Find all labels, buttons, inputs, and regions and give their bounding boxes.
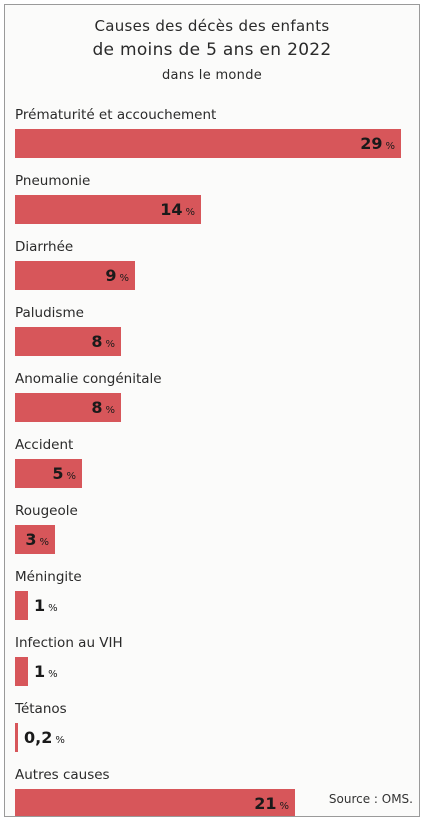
data-label-unit: %: [119, 273, 129, 284]
category-label: Anomalie congénitale: [15, 371, 162, 387]
bar: [15, 129, 401, 158]
data-label: 9%: [105, 261, 129, 293]
category-label: Accident: [15, 437, 74, 453]
data-label-value: 8: [91, 332, 103, 351]
data-label-value: 9: [105, 266, 117, 285]
data-label: 1%: [34, 591, 58, 623]
bar: [15, 327, 121, 356]
bar: [15, 591, 28, 620]
data-label-value: 1: [34, 662, 46, 681]
bar: [15, 393, 121, 422]
data-label-unit: %: [48, 669, 58, 680]
chart-title-line-1: Causes des décès des enfants: [94, 17, 330, 35]
data-label: 8%: [91, 327, 115, 359]
data-label-value: 8: [91, 398, 103, 417]
data-label-value: 1: [34, 596, 46, 615]
chart-title-line-3: dans le monde: [161, 68, 263, 83]
bar: [15, 789, 295, 816]
data-label-unit: %: [66, 471, 76, 482]
data-label: 3%: [25, 525, 49, 557]
chart-title-line-2: de moins de 5 ans en 2022: [92, 40, 332, 60]
bar: [15, 723, 18, 752]
data-label-value: 29: [360, 134, 383, 153]
category-label: Tétanos: [15, 701, 67, 717]
category-label: Rougeole: [15, 503, 78, 519]
data-label: 29%: [360, 129, 395, 161]
data-label-unit: %: [279, 801, 289, 812]
data-label: 1%: [34, 657, 58, 689]
category-label: Méningite: [15, 569, 82, 585]
data-label-value: 0,2: [24, 728, 53, 747]
data-label-unit: %: [55, 735, 65, 746]
data-label-value: 21: [254, 794, 277, 813]
category-label: Autres causes: [15, 767, 110, 783]
data-label-unit: %: [105, 405, 115, 416]
category-label: Prématurité et accouchement: [15, 107, 217, 123]
category-label: Pneumonie: [15, 173, 91, 189]
bar: [15, 525, 55, 554]
category-label: Diarrhée: [15, 239, 74, 255]
category-label: Infection au VIH: [15, 635, 123, 651]
chart-frame: Causes des décès des enfants de moins de…: [4, 4, 420, 817]
data-label-value: 3: [25, 530, 37, 549]
data-label: 0,2%: [24, 723, 65, 755]
data-label-unit: %: [185, 207, 195, 218]
bar: [15, 459, 82, 488]
bar: [15, 261, 135, 290]
category-label: Paludisme: [15, 305, 84, 321]
data-label-unit: %: [385, 141, 395, 152]
data-label-unit: %: [48, 603, 58, 614]
data-label: 8%: [91, 393, 115, 425]
data-label: 14%: [160, 195, 195, 227]
data-label-unit: %: [105, 339, 115, 350]
bar: [15, 657, 28, 686]
data-label: 5%: [52, 459, 76, 491]
data-label: 21%: [254, 789, 289, 816]
bar: [15, 195, 201, 224]
data-label-value: 14: [160, 200, 183, 219]
source-note: Source : OMS.: [328, 792, 413, 806]
data-label-value: 5: [52, 464, 64, 483]
data-label-unit: %: [39, 537, 49, 548]
